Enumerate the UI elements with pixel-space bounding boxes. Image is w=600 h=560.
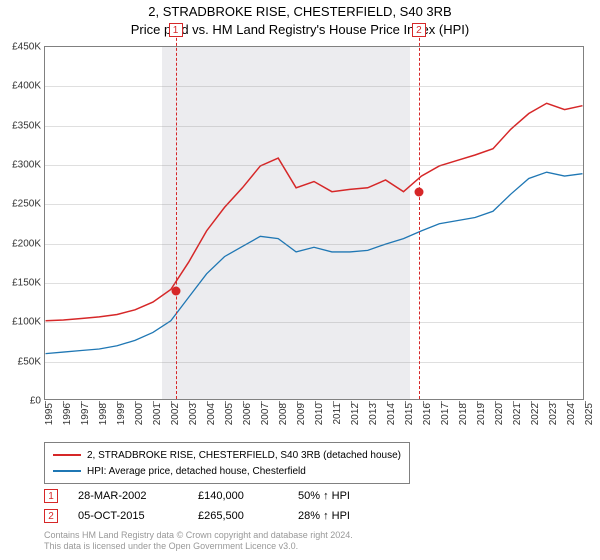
y-axis-tick: £400K — [3, 81, 41, 92]
x-axis-tick: 2018 — [458, 403, 469, 425]
legend-item: 2, STRADBROKE RISE, CHESTERFIELD, S40 3R… — [53, 447, 401, 463]
x-axis-tick: 2015 — [404, 403, 415, 425]
x-axis-tick: 1998 — [98, 403, 109, 425]
sale-pin: 2 — [44, 509, 58, 523]
x-axis-tick: 2022 — [530, 403, 541, 425]
x-axis-tick: 2014 — [386, 403, 397, 425]
x-axis-tick: 2024 — [566, 403, 577, 425]
pin-number-box: 1 — [169, 23, 183, 37]
sale-price: £265,500 — [198, 510, 278, 522]
y-axis-tick: £0 — [3, 396, 41, 407]
x-axis-tick: 2013 — [368, 403, 379, 425]
y-axis-tick: £450K — [3, 42, 41, 53]
legend-label: HPI: Average price, detached house, Ches… — [87, 466, 306, 477]
x-axis-tick: 2011 — [332, 403, 343, 425]
x-axis-tick: 2000 — [134, 403, 145, 425]
x-axis-tick: 1995 — [44, 403, 55, 425]
credits-line1: Contains HM Land Registry data © Crown c… — [44, 530, 353, 541]
sale-date: 05-OCT-2015 — [78, 510, 178, 522]
sales-table: 1 28-MAR-2002 £140,000 50% ↑ HPI 2 05-OCT-201… — [44, 486, 398, 526]
pin-number-box: 2 — [412, 23, 426, 37]
x-axis-tick: 2001 — [152, 403, 163, 425]
x-axis-tick: 2008 — [278, 403, 289, 425]
y-axis-tick: £300K — [3, 160, 41, 171]
x-axis-tick: 2020 — [494, 403, 505, 425]
legend-swatch — [53, 454, 81, 456]
x-axis-tick: 2002 — [170, 403, 181, 425]
sale-marker — [171, 286, 180, 295]
credits: Contains HM Land Registry data © Crown c… — [44, 530, 353, 552]
credits-line2: This data is licensed under the Open Gov… — [44, 541, 353, 552]
plot-area: £0£50K£100K£150K£200K£250K£300K£350K£400… — [44, 46, 584, 400]
sale-row: 1 28-MAR-2002 £140,000 50% ↑ HPI — [44, 486, 398, 506]
x-axis-tick: 1996 — [62, 403, 73, 425]
y-axis-tick: £200K — [3, 238, 41, 249]
x-axis-tick: 2023 — [548, 403, 559, 425]
y-axis-tick: £250K — [3, 199, 41, 210]
x-axis-tick: 2012 — [350, 403, 361, 425]
y-axis-tick: £350K — [3, 120, 41, 131]
sale-hpi: 50% ↑ HPI — [298, 490, 398, 502]
x-axis-tick: 2016 — [422, 403, 433, 425]
x-axis-tick: 2010 — [314, 403, 325, 425]
series-line — [46, 172, 583, 353]
y-axis-tick: £150K — [3, 278, 41, 289]
sale-marker — [414, 188, 423, 197]
x-axis-tick: 2003 — [188, 403, 199, 425]
sale-row: 2 05-OCT-2015 £265,500 28% ↑ HPI — [44, 506, 398, 526]
legend-item: HPI: Average price, detached house, Ches… — [53, 463, 401, 479]
chart-lines — [45, 47, 583, 399]
legend: 2, STRADBROKE RISE, CHESTERFIELD, S40 3R… — [44, 442, 410, 484]
chart-title-line1: 2, STRADBROKE RISE, CHESTERFIELD, S40 3R… — [0, 4, 600, 19]
x-axis-tick: 2006 — [242, 403, 253, 425]
x-axis-tick: 2005 — [224, 403, 235, 425]
x-axis-tick: 2017 — [440, 403, 451, 425]
chart-title-line2: Price paid vs. HM Land Registry's House … — [0, 22, 600, 37]
legend-swatch — [53, 470, 81, 472]
x-axis-tick: 1999 — [116, 403, 127, 425]
series-line — [46, 103, 583, 320]
y-axis-tick: £100K — [3, 317, 41, 328]
x-axis-tick: 1997 — [80, 403, 91, 425]
x-axis-tick: 2004 — [206, 403, 217, 425]
sale-date: 28-MAR-2002 — [78, 490, 178, 502]
sale-hpi: 28% ↑ HPI — [298, 510, 398, 522]
x-axis-tick: 2009 — [296, 403, 307, 425]
sale-pin: 1 — [44, 489, 58, 503]
chart-container: 2, STRADBROKE RISE, CHESTERFIELD, S40 3R… — [0, 0, 600, 560]
pin-line — [176, 23, 177, 399]
legend-label: 2, STRADBROKE RISE, CHESTERFIELD, S40 3R… — [87, 450, 401, 461]
x-axis-tick: 2019 — [476, 403, 487, 425]
x-axis-tick: 2021 — [512, 403, 523, 425]
sale-price: £140,000 — [198, 490, 278, 502]
x-axis-tick: 2007 — [260, 403, 271, 425]
y-axis-tick: £50K — [3, 356, 41, 367]
pin-line — [419, 23, 420, 399]
x-axis-tick: 2025 — [584, 403, 595, 425]
